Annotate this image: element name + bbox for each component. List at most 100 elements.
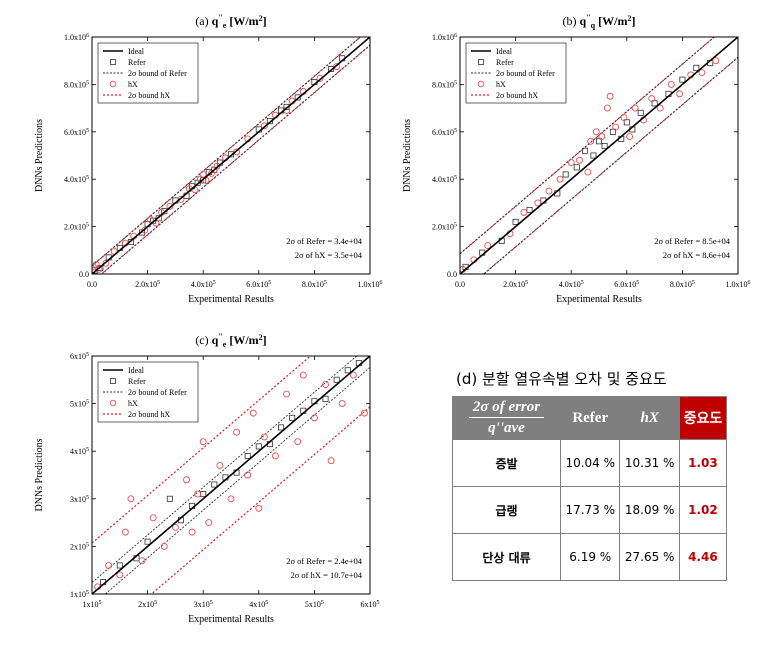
annotation-text: 2σ of hX = 10.7e+04 [290,570,362,580]
refer-point [651,100,658,107]
legend-refer-swatch [478,59,484,65]
axes-frame [91,355,371,595]
hx-point [213,162,221,170]
y-tick-label: 1.0x106 [64,33,89,42]
y-tick-label: 0.0 [79,270,89,279]
x-tick-label: 6x105 [361,600,380,609]
x-tick-label: 1.0x106 [358,280,383,289]
hx-point [95,265,103,273]
hx-point [333,63,341,71]
refer-cell: 10.04 % [559,439,621,487]
hx-cell: 10.31 % [619,439,680,487]
x-tick-label: 2.0x105 [135,280,160,289]
refer-point [200,491,207,498]
hx-point [255,504,263,512]
legend-label: 2σ bound hX [128,91,170,100]
legend-label: hX [128,399,138,408]
y-tick-label: 5x105 [70,400,89,409]
hx-point [534,199,542,207]
legend-label: 2σ bound of Refer [496,69,555,78]
hx-point [520,208,528,216]
hx-point [567,159,575,167]
refer-point [144,538,151,545]
importance-cell: 1.02 [678,486,728,534]
metric-header: 2σ of error q''ave [452,396,561,440]
x-tick-label: 6.0x105 [614,280,639,289]
legend-label: hX [496,80,506,89]
refer-point [255,443,262,450]
refer-header: Refer [559,396,621,440]
hx-point [592,128,600,136]
table-title: (d) 분할 열유속별 오차 및 중요도 [456,370,667,388]
hx-point [233,428,241,436]
legend-refer-swatch [110,59,116,65]
x-tick-label: 4.0x105 [559,280,584,289]
refer-point [693,64,700,71]
hx-point [249,409,257,417]
hx-point [116,571,124,579]
hx-point [484,242,492,250]
hx-point [233,148,241,156]
bound-hx-upper-line [92,356,312,544]
hx-point [127,495,135,503]
y-tick-label: 4.0x105 [64,175,89,184]
bound-refer-upper-line [92,356,358,583]
axes-frame [91,36,371,275]
y-tick-label: 1.0x106 [432,33,457,42]
hx-point [146,216,154,223]
x-axis-label: Experimental Results [188,614,274,625]
x-tick-label: 8.0x105 [670,280,695,289]
legend-label: 2σ bound hX [128,410,170,419]
hx-point [272,452,279,460]
legend-label: Ideal [128,366,145,375]
x-tick-label: 5x105 [305,600,324,609]
metric-denominator: q''ave [488,420,525,437]
refer-point [211,481,218,488]
hx-point [102,259,110,267]
hx-point [316,75,324,82]
table-row: 증발 10.04 % 10.31 % 1.03 [452,439,728,487]
error-table-container: 2σ of error q''ave Refer hX 중요도 증발 10.04… [452,396,728,581]
hx-point [216,462,224,469]
legend-label: Refer [496,58,514,67]
y-tick-label: 4.0x105 [432,175,457,184]
x-tick-label: 6.0x105 [246,280,271,289]
importance-cell: 4.46 [678,533,728,581]
hx-point [199,438,207,446]
hx-point [183,476,190,484]
importance-header: 중요도 [678,396,728,440]
hx-point [205,519,213,527]
hx-point [260,122,268,130]
x-tick-label: 2.0x105 [503,280,528,289]
refer-point [596,138,603,145]
refer-point [582,147,589,154]
annotation-text: 2σ of Refer = 2.4e+04 [286,556,363,566]
y-axis-label: DNNs Predictions [34,119,45,192]
legend-refer-swatch [110,378,116,384]
refer-point [333,376,340,383]
refer-point [623,119,630,126]
hx-point [310,414,318,422]
y-tick-label: 3x105 [70,495,89,504]
refer-cell: 17.73 % [559,486,621,534]
hx-point [149,514,157,522]
y-axis-label: DNNs Predictions [402,119,413,192]
hx-point [598,133,606,140]
y-tick-label: 0.0 [447,270,457,279]
hx-point [227,495,235,503]
hx-point [556,175,564,183]
y-tick-label: 1x105 [70,590,89,599]
hx-point [612,123,620,131]
legend-label: hX [128,80,138,89]
ideal-line [92,37,370,274]
bound-refer-lower-line [482,56,738,274]
refer-point [573,164,580,171]
hx-point [138,557,146,565]
hx-point [626,133,634,140]
x-tick-label: 4.0x105 [191,280,216,289]
plot-area [92,356,370,594]
refer-point [637,109,644,116]
chart-title: (b) q''q [W/m2] [563,13,636,30]
hx-point [121,528,129,536]
refer-point [679,76,686,83]
